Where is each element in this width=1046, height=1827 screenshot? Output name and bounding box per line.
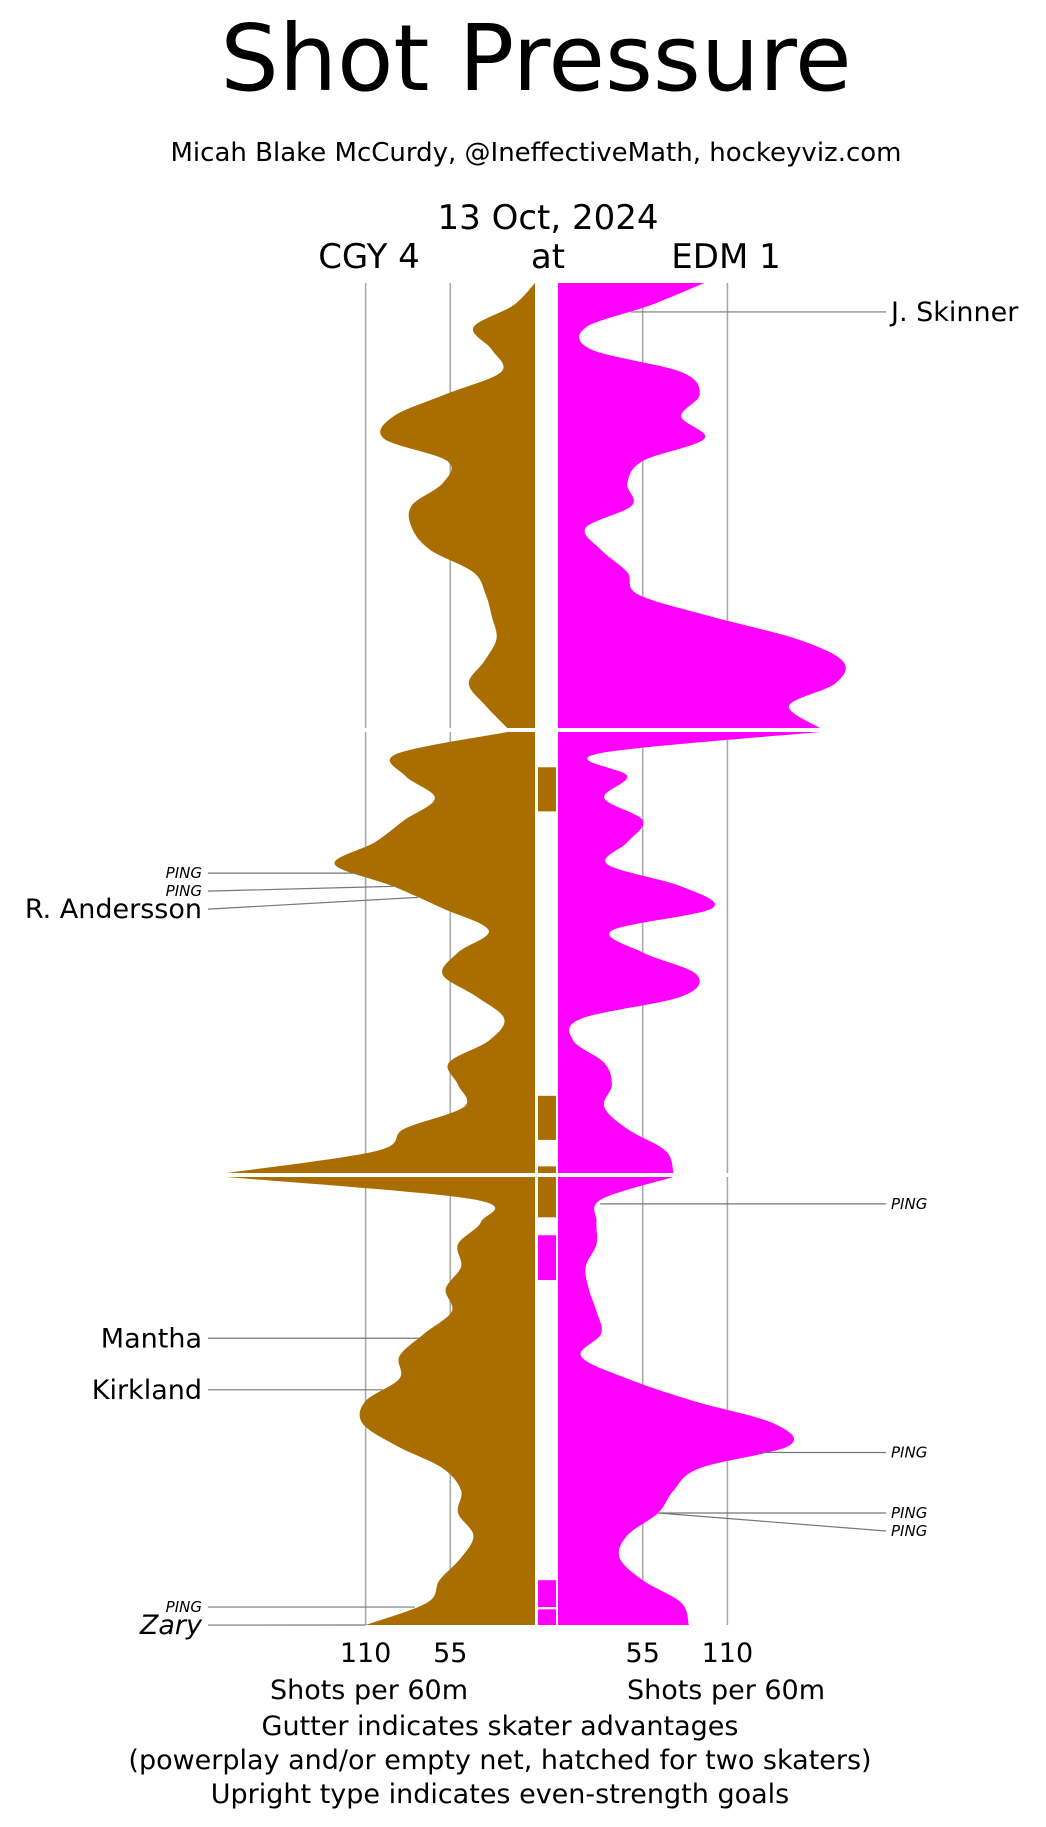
annotation-label: Zary	[139, 1610, 203, 1641]
gutter-block	[538, 1235, 556, 1281]
footer-line-1: Gutter indicates skater advantages	[262, 1711, 739, 1742]
left-tick-label: 55	[433, 1638, 467, 1669]
chart-title: Shot Pressure	[220, 5, 851, 112]
annotation-label: Kirkland	[92, 1375, 202, 1406]
area-edm-period-3	[558, 1177, 795, 1625]
gutter-block	[538, 1095, 556, 1140]
annotation-label: J. Skinner	[889, 297, 1019, 328]
annotation-label: PING	[166, 864, 202, 882]
area-cgy-period-2	[227, 732, 535, 1173]
axis-ticks: 110 55 55 110	[340, 1638, 753, 1669]
annotation-leader	[207, 885, 394, 892]
annotation-label: PING	[891, 1522, 927, 1540]
right-tick-label: 110	[702, 1638, 754, 1669]
annotation-label: R. Andersson	[25, 894, 202, 925]
right-axis-label: Shots per 60m	[627, 1675, 825, 1706]
advantage-gutter	[538, 767, 556, 1625]
left-axis-label: Shots per 60m	[270, 1675, 468, 1706]
period-divider	[170, 728, 900, 732]
annotation-label: PING	[891, 1444, 927, 1462]
right-tick-label: 55	[626, 1638, 660, 1669]
period-dividers	[170, 728, 900, 1177]
annotation-label: PING	[166, 1598, 202, 1616]
footer-line-2: (powerplay and/or empty net, hatched for…	[128, 1745, 871, 1776]
pressure-areas	[227, 283, 846, 1625]
gutter-block	[538, 1609, 556, 1625]
annotation-leader	[658, 1512, 887, 1532]
left-tick-label: 110	[340, 1638, 392, 1669]
area-edm-period-2	[558, 732, 820, 1173]
gutter-block	[538, 767, 556, 812]
annotation-leader	[207, 896, 418, 910]
annotation-label: Mantha	[101, 1323, 202, 1354]
gutter-block	[538, 1580, 556, 1608]
away-team-score: CGY 4	[318, 237, 420, 277]
home-team-score: EDM 1	[671, 237, 780, 277]
game-date: 13 Oct, 2024	[438, 198, 659, 238]
period-divider	[170, 1173, 900, 1177]
area-edm-period-1	[558, 283, 846, 728]
annotation-label: PING	[891, 1504, 927, 1522]
annotation-label: PING	[891, 1195, 927, 1213]
chart-subtitle: Micah Blake McCurdy, @IneffectiveMath, h…	[171, 138, 902, 168]
footer-line-3: Upright type indicates even-strength goa…	[211, 1779, 789, 1810]
gutter-block	[538, 1166, 556, 1218]
annotation-label: PING	[166, 882, 202, 900]
area-cgy-period-1	[380, 283, 535, 728]
area-cgy-period-3	[227, 1177, 535, 1625]
at-label: at	[531, 237, 565, 277]
